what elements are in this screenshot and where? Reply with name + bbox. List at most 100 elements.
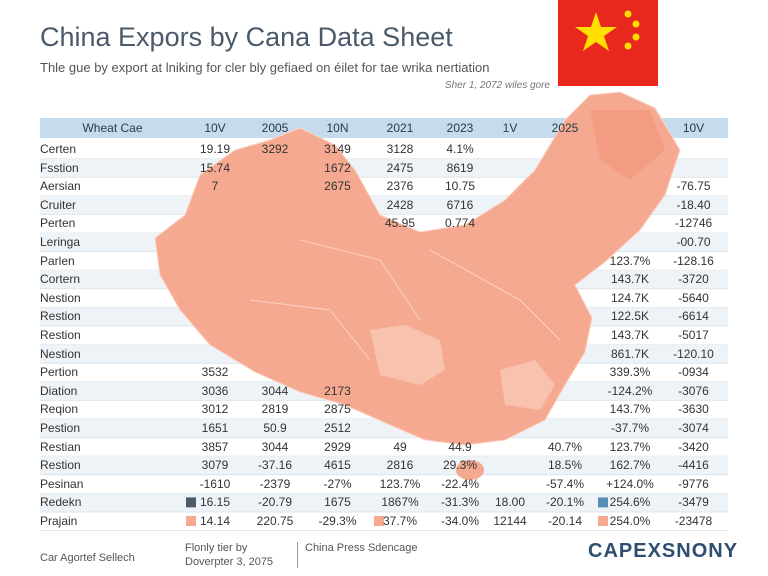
row-label: Pestion [40, 421, 81, 435]
cell: -6614 [678, 309, 709, 324]
cell: -31.3% [440, 495, 480, 510]
row-label: Fsstion [40, 160, 79, 175]
cell: 2929 [324, 439, 351, 454]
flag-star [632, 20, 640, 28]
cell: -3076 [678, 383, 709, 398]
cell: -128.16 [673, 253, 714, 268]
row-label: Reqion [40, 402, 79, 417]
cell: 2428 [386, 197, 414, 212]
cell: -20.79 [257, 495, 293, 510]
cell: 2376 [386, 179, 414, 194]
row-label: Restion [40, 458, 81, 473]
column-header: Wheat Cae [82, 121, 143, 135]
flag-star [624, 42, 632, 50]
flag [558, 0, 658, 86]
cell: -5640 [678, 290, 709, 305]
row-label: Nestion [40, 346, 81, 361]
flag-field [558, 0, 658, 86]
cell: 162.7% [609, 458, 651, 473]
cell: 3036 [201, 383, 229, 398]
cell: 2675 [324, 179, 351, 194]
province [590, 110, 665, 180]
row-label: Restion [40, 309, 81, 324]
column-header: 1V [502, 121, 518, 135]
row-label: Nestion [40, 290, 81, 305]
flag-star [575, 12, 617, 51]
cell: 3128 [386, 142, 414, 156]
row-label: Aersian [40, 179, 81, 194]
cell: 7 [211, 179, 219, 194]
cell: 3044 [261, 439, 289, 454]
china-mainland [154, 91, 681, 446]
cell: 0.774 [444, 216, 476, 231]
cell: 123.7% [609, 253, 651, 268]
swatch [598, 516, 608, 526]
swatch [186, 516, 196, 526]
cell: 40.7% [547, 439, 583, 454]
row-label: Redekn [40, 495, 82, 510]
column-header: 10V [682, 121, 705, 135]
cell: -2379 [259, 476, 291, 491]
cell: 861.7K [610, 346, 650, 361]
cell: 124.7K [610, 290, 650, 305]
cell: 2816 [386, 458, 414, 473]
row-label: Pertion [40, 365, 79, 380]
cell: 49 [393, 439, 407, 454]
cell: -0934 [678, 365, 709, 380]
row-label: Leringa [40, 235, 81, 249]
row-label: Cruiter [40, 197, 77, 212]
cell: 45.95 [384, 216, 416, 231]
cell: 8619 [446, 160, 474, 175]
row-stripe [40, 493, 728, 512]
cell: 1672 [324, 160, 351, 175]
swatch [374, 516, 384, 526]
cell: 1675 [324, 495, 351, 510]
cell: 50.9 [263, 421, 287, 435]
cell: 6716 [446, 197, 474, 212]
column-header: 2025 [551, 121, 579, 135]
cell: -37.16 [257, 458, 293, 473]
cell: 3012 [201, 402, 229, 417]
row-stripe [40, 456, 728, 475]
cell: 29.3% [442, 458, 478, 473]
swatch [186, 497, 196, 508]
cell: 143.7K [610, 328, 650, 342]
cell: 3532 [201, 365, 229, 380]
cell: 254.6% [609, 495, 651, 510]
cell: -34.0% [440, 514, 480, 528]
column-header: 10N [326, 121, 349, 135]
cell: 19.19 [199, 142, 231, 156]
cell: -1610 [199, 476, 231, 491]
cell: 2875 [324, 402, 351, 417]
cell: -120.10 [673, 346, 714, 361]
cell: 3292 [261, 142, 289, 156]
column-header: 10V [204, 121, 226, 135]
row-label: Pesinan [40, 476, 84, 491]
row-label: Parlen [40, 253, 75, 268]
cell: 10.75 [444, 179, 476, 194]
cell: 339.3% [609, 365, 651, 380]
flag-star [624, 10, 632, 18]
cell: 14.14 [199, 514, 231, 528]
column-header: 2005 [261, 121, 289, 135]
province-borders [249, 239, 561, 361]
footer-left: Car Agortef Sellech [40, 552, 135, 564]
cell: 254.0% [609, 514, 651, 528]
header-row-background [40, 118, 728, 138]
cell: -20.14 [547, 514, 583, 528]
column-header: 2023 [446, 121, 474, 135]
row-label: Certen [40, 142, 77, 156]
province [500, 360, 555, 410]
subtitle: Thle gue by export at lniking for cler b… [40, 60, 490, 75]
cell: 3149 [324, 142, 351, 156]
cell: -9776 [678, 476, 709, 491]
cell: 44.9 [448, 439, 472, 454]
province [370, 325, 445, 385]
row-label: Restian [40, 439, 81, 454]
cell: -20.1% [545, 495, 585, 510]
cell: 3857 [201, 439, 229, 454]
cell: 16.15 [199, 495, 231, 510]
cell: 123.7% [609, 439, 651, 454]
